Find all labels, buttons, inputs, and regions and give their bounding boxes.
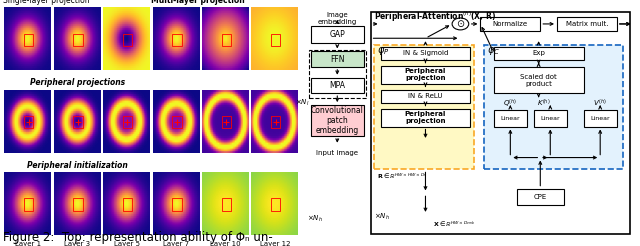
Bar [74, 116, 83, 128]
Bar [74, 198, 83, 211]
Text: $\varphi_C$: $\varphi_C$ [487, 46, 500, 57]
Text: $Q^{(h)}$: $Q^{(h)}$ [503, 98, 518, 110]
Text: GAP: GAP [330, 30, 345, 39]
Text: Layer 10: Layer 10 [210, 241, 241, 246]
Text: Layer 1: Layer 1 [15, 241, 41, 246]
Text: Peripheral
projection: Peripheral projection [404, 111, 446, 124]
Text: IN & Sigmoid: IN & Sigmoid [403, 50, 448, 56]
FancyBboxPatch shape [484, 46, 623, 169]
FancyBboxPatch shape [374, 46, 474, 169]
Text: Peripheral-Attention$^{(h)}$(X, R): Peripheral-Attention$^{(h)}$(X, R) [374, 10, 496, 24]
Text: Matrix mult.: Matrix mult. [566, 21, 608, 27]
Text: Peripheral
projection: Peripheral projection [404, 68, 446, 81]
FancyBboxPatch shape [517, 189, 564, 205]
Bar [24, 116, 33, 128]
Bar [271, 198, 280, 211]
Bar [123, 116, 132, 128]
Text: Peripheral projections: Peripheral projections [29, 78, 125, 87]
FancyBboxPatch shape [310, 78, 364, 93]
FancyBboxPatch shape [310, 105, 364, 136]
Text: Convolutional
patch
embedding: Convolutional patch embedding [311, 106, 364, 136]
Bar [271, 33, 280, 46]
FancyBboxPatch shape [381, 109, 470, 126]
FancyBboxPatch shape [584, 110, 617, 126]
FancyBboxPatch shape [381, 46, 470, 60]
Bar [221, 33, 231, 46]
Bar [24, 33, 33, 46]
Text: Normalize: Normalize [493, 21, 528, 27]
Text: $\varphi_P$: $\varphi_P$ [377, 46, 390, 57]
Text: Scaled dot
product: Scaled dot product [520, 74, 557, 87]
Text: Linear: Linear [540, 116, 560, 121]
FancyBboxPatch shape [310, 26, 364, 43]
FancyBboxPatch shape [310, 51, 364, 67]
Text: IN & ReLU: IN & ReLU [408, 93, 443, 99]
Text: Layer 3: Layer 3 [64, 241, 90, 246]
FancyBboxPatch shape [481, 17, 540, 31]
Bar [74, 33, 83, 46]
Text: $\odot$: $\odot$ [456, 18, 465, 30]
Text: Peripheral initialization: Peripheral initialization [27, 161, 127, 170]
Circle shape [452, 18, 468, 30]
Text: Layer 5: Layer 5 [114, 241, 140, 246]
Bar [123, 33, 132, 46]
Text: Single-layer projection: Single-layer projection [3, 0, 90, 5]
Text: Image
embedding: Image embedding [317, 12, 357, 25]
Bar [271, 116, 280, 128]
Text: Figure 2:  Top: representation ability of Φₙ un-: Figure 2: Top: representation ability of… [3, 231, 273, 244]
FancyBboxPatch shape [557, 17, 617, 31]
Text: Input image: Input image [316, 150, 358, 156]
Bar [123, 198, 132, 211]
Text: $V^{(h)}$: $V^{(h)}$ [593, 98, 607, 109]
Bar [172, 198, 182, 211]
Bar [221, 198, 231, 211]
Text: $\mathbf{R} \in \mathbb{R}^{HW \times HW \times D_r}$: $\mathbf{R} \in \mathbb{R}^{HW \times HW… [377, 172, 428, 181]
FancyBboxPatch shape [493, 46, 584, 60]
FancyBboxPatch shape [381, 90, 470, 103]
FancyBboxPatch shape [534, 110, 567, 126]
Text: FFN: FFN [330, 55, 344, 64]
FancyBboxPatch shape [493, 67, 584, 93]
Text: CPE: CPE [534, 194, 547, 200]
Text: $\times N_h$: $\times N_h$ [374, 212, 390, 222]
Text: Layer 7: Layer 7 [163, 241, 189, 246]
Text: Linear: Linear [500, 116, 520, 121]
Bar [172, 33, 182, 46]
Text: $\times N_l$: $\times N_l$ [294, 98, 309, 108]
Bar [172, 116, 182, 128]
Text: $\mathbf{X} \in \mathbb{R}^{HW \times D_{emb}}$: $\mathbf{X} \in \mathbb{R}^{HW \times D_… [433, 220, 475, 229]
Text: Layer 12: Layer 12 [260, 241, 290, 246]
Text: Exp: Exp [532, 50, 545, 56]
Text: Linear: Linear [590, 116, 610, 121]
Text: $K^{(h)}$: $K^{(h)}$ [537, 98, 550, 109]
Bar [24, 198, 33, 211]
FancyBboxPatch shape [493, 110, 527, 126]
Text: $\times N_h$: $\times N_h$ [307, 214, 323, 224]
Text: MPA: MPA [329, 81, 346, 90]
Bar [221, 116, 231, 128]
Text: Multi-layer projection: Multi-layer projection [152, 0, 245, 5]
FancyBboxPatch shape [381, 66, 470, 84]
